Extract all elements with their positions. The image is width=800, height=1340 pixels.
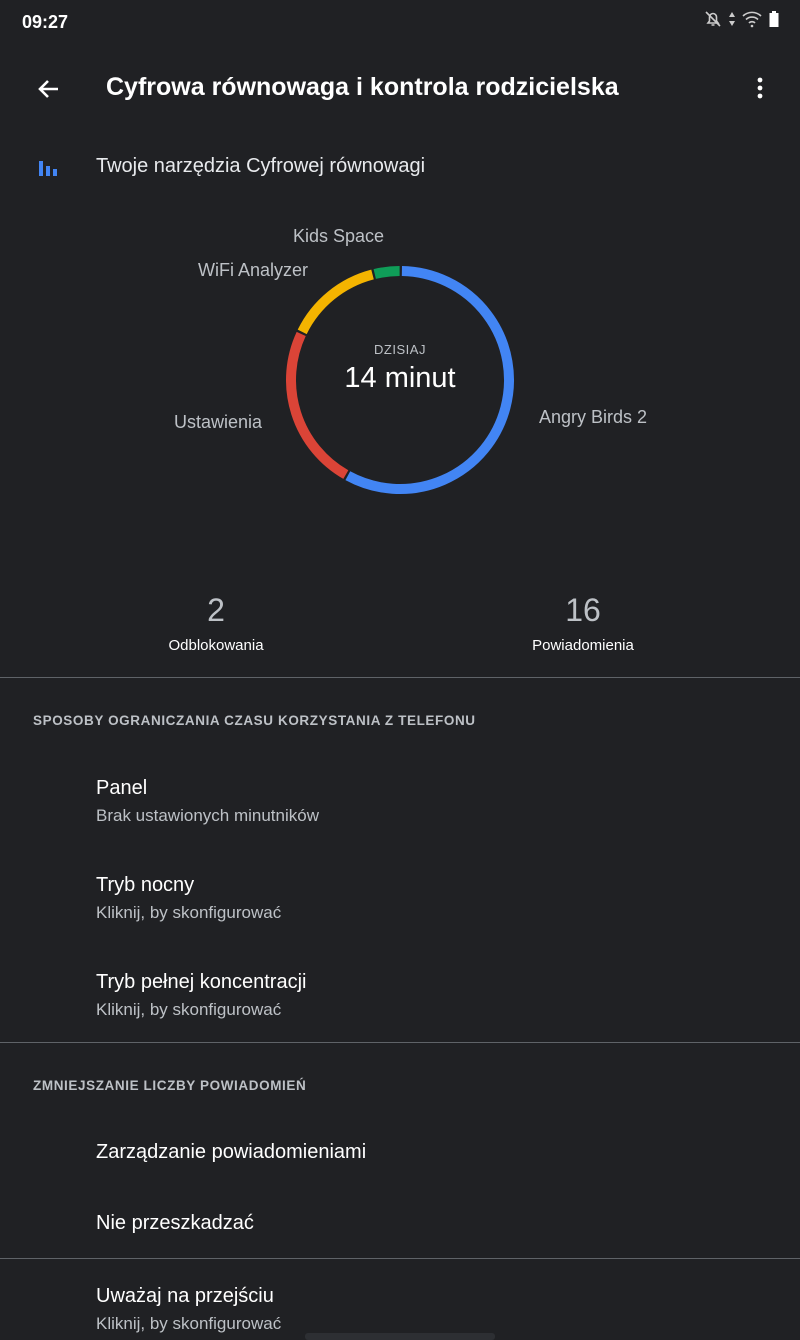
slice-label-ustawienia: Ustawienia <box>174 412 263 432</box>
usage-ring-chart[interactable] <box>0 0 800 560</box>
divider <box>0 1042 800 1043</box>
arrow-left-icon[interactable] <box>36 76 62 102</box>
page-title: Cyfrowa równowaga i kontrola rodzicielsk… <box>106 73 619 101</box>
divider <box>0 677 800 678</box>
list-item-manage-notifications[interactable]: Zarządzanie powiadomieniami <box>0 1141 800 1164</box>
bar-chart-icon <box>39 161 57 176</box>
list-item-focus-mode[interactable]: Tryb pełnej koncentracji Kliknij, by sko… <box>0 971 800 1020</box>
unlocks-label: Odblokowania <box>168 637 264 654</box>
status-time: 09:27 <box>22 12 69 32</box>
item-title: Uważaj na przejściu <box>96 1285 274 1307</box>
item-title: Tryb nocny <box>96 874 195 896</box>
item-title: Zarządzanie powiadomieniami <box>96 1141 367 1163</box>
chart-center-value: 14 minut <box>344 362 456 394</box>
list-item-do-not-disturb[interactable]: Nie przeszkadzać <box>0 1212 800 1235</box>
tools-label: Twoje narzędzia Cyfrowej równowagi <box>96 155 426 177</box>
chart-center-label: DZISIAJ <box>374 342 426 357</box>
item-subtitle: Kliknij, by skonfigurować <box>96 1314 282 1333</box>
item-subtitle: Kliknij, by skonfigurować <box>96 1000 282 1019</box>
data-arrows-icon <box>729 12 735 26</box>
section-title-limits: SPOSOBY OGRANICZANIA CZASU KORZYSTANIA Z… <box>33 713 476 728</box>
notifications-count: 16 <box>565 592 601 628</box>
ring-slice-angry-birds-2 <box>345 266 514 494</box>
unlocks-count: 2 <box>207 592 225 628</box>
item-subtitle: Kliknij, by skonfigurować <box>96 903 282 922</box>
list-item-panel[interactable]: Panel Brak ustawionych minutników <box>0 777 800 826</box>
ring-slice-kids-space <box>373 266 400 279</box>
list-item-bedtime[interactable]: Tryb nocny Kliknij, by skonfigurować <box>0 874 800 923</box>
bell-off-icon <box>705 11 721 27</box>
item-subtitle: Brak ustawionych minutników <box>96 806 319 825</box>
ring-slice-wifi-analyzer <box>297 269 374 335</box>
slice-label-angry-birds: Angry Birds 2 <box>539 407 648 427</box>
section-title-notifications: ZMNIEJSZANIE LICZBY POWIADOMIEŃ <box>33 1078 307 1093</box>
item-title: Nie przeszkadzać <box>96 1212 254 1234</box>
notifications-label: Powiadomienia <box>532 637 634 654</box>
slice-label-kids-space: Kids Space <box>293 226 385 246</box>
slice-label-wifi-analyzer: WiFi Analyzer <box>198 260 309 280</box>
item-title: Tryb pełnej koncentracji <box>96 971 307 993</box>
battery-icon <box>769 11 779 27</box>
more-vert-icon[interactable] <box>752 76 768 100</box>
wifi-icon <box>742 11 762 28</box>
ring-slice-ustawienia <box>286 331 349 479</box>
divider <box>0 1258 800 1259</box>
list-item-heads-up[interactable]: Uważaj na przejściu Kliknij, by skonfigu… <box>0 1285 800 1334</box>
status-icons <box>704 10 780 28</box>
item-title: Panel <box>96 777 148 799</box>
scroll-indicator <box>305 1333 495 1340</box>
